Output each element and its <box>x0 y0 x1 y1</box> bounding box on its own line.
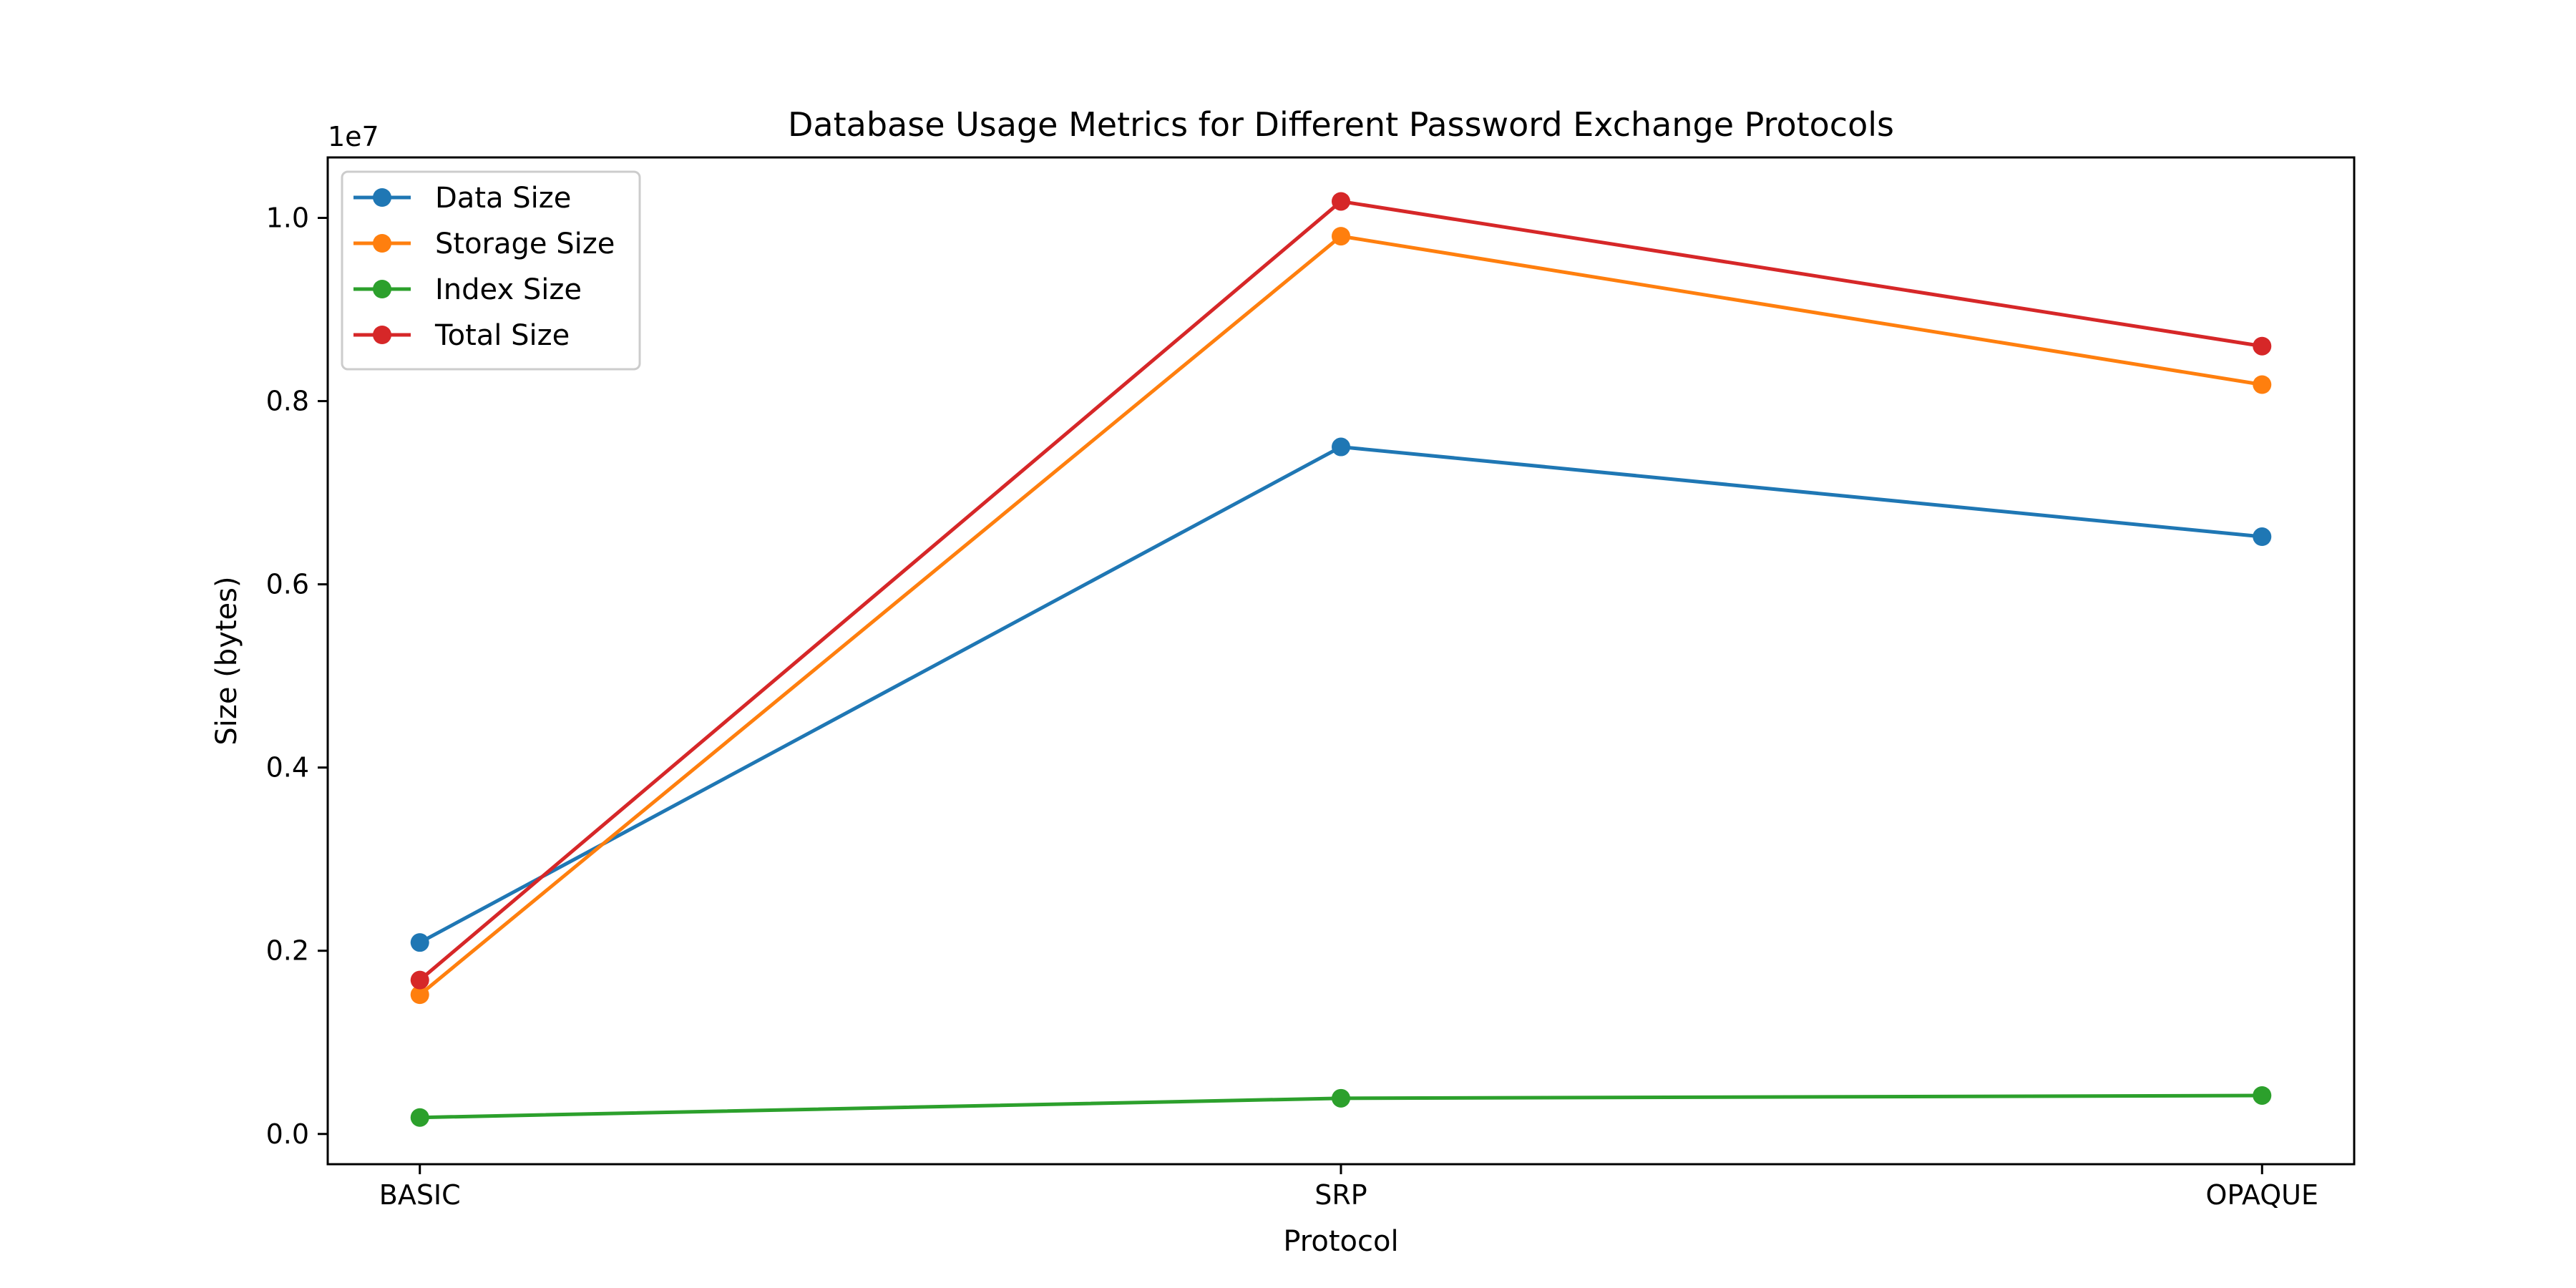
legend-label: Data Size <box>435 182 571 215</box>
data-point <box>1332 192 1350 211</box>
x-tick-label: OPAQUE <box>2206 1179 2318 1211</box>
legend: Data Size Storage Size Index Size Total Siz… <box>341 170 641 371</box>
legend-item: Storage Size <box>353 228 615 260</box>
series-storage-size <box>410 227 2272 1005</box>
data-point <box>2253 375 2272 394</box>
legend-marker <box>373 326 391 344</box>
x-axis-label: Protocol <box>1283 1225 1398 1258</box>
data-point <box>1332 437 1350 457</box>
data-point <box>410 1108 429 1127</box>
legend-label: Index Size <box>435 273 582 306</box>
data-point <box>2253 527 2272 547</box>
y-tick-label: 0.4 <box>266 752 309 784</box>
legend-box <box>341 170 641 371</box>
data-point <box>410 970 429 990</box>
y-tick-label: 0.6 <box>266 569 309 600</box>
series-data-size <box>410 437 2272 952</box>
legend-item: Data Size <box>353 182 571 215</box>
x-axis-ticks: BASIC SRP OPAQUE <box>379 1164 2318 1211</box>
y-tick-label: 0.8 <box>266 386 309 417</box>
series-line <box>419 234 2263 997</box>
series-total-size <box>410 192 2272 990</box>
legend-item: Index Size <box>353 273 582 306</box>
data-point <box>1332 1088 1350 1108</box>
data-point <box>410 985 429 1005</box>
legend-marker <box>373 280 391 298</box>
x-tick-label: SRP <box>1314 1179 1367 1211</box>
legend-label: Total Size <box>434 319 570 352</box>
legend-marker <box>373 234 391 253</box>
legend-item: Total Size <box>353 319 570 352</box>
series-line <box>419 199 2263 982</box>
data-point <box>2253 336 2272 356</box>
y-axis-offset-label: 1e7 <box>328 121 379 152</box>
y-tick-label: 0.2 <box>266 935 309 967</box>
series-layer <box>410 192 2272 1127</box>
series-index-size <box>410 1085 2272 1127</box>
data-point <box>2253 1085 2272 1105</box>
y-tick-label: 0.0 <box>266 1118 309 1150</box>
legend-marker <box>373 188 391 207</box>
legend-label: Storage Size <box>435 228 615 260</box>
y-axis-ticks: 0.0 0.2 0.4 0.6 0.8 1.0 <box>266 202 328 1150</box>
series-line <box>419 445 2263 945</box>
data-point <box>1332 227 1350 246</box>
chart-title: Database Usage Metrics for Different Pas… <box>788 105 1894 144</box>
y-tick-label: 1.0 <box>266 202 309 233</box>
y-axis-label: Size (bytes) <box>210 576 243 745</box>
data-point <box>410 933 429 952</box>
x-tick-label: BASIC <box>379 1179 461 1211</box>
axes-frame <box>326 156 2356 1166</box>
